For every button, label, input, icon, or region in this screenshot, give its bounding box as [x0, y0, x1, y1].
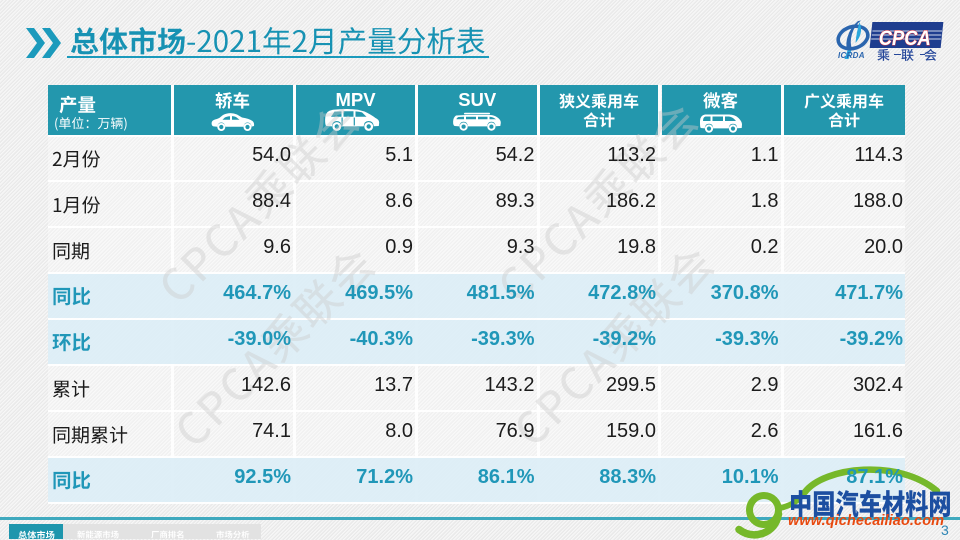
svg-text:CPCA: CPCA [879, 26, 931, 48]
